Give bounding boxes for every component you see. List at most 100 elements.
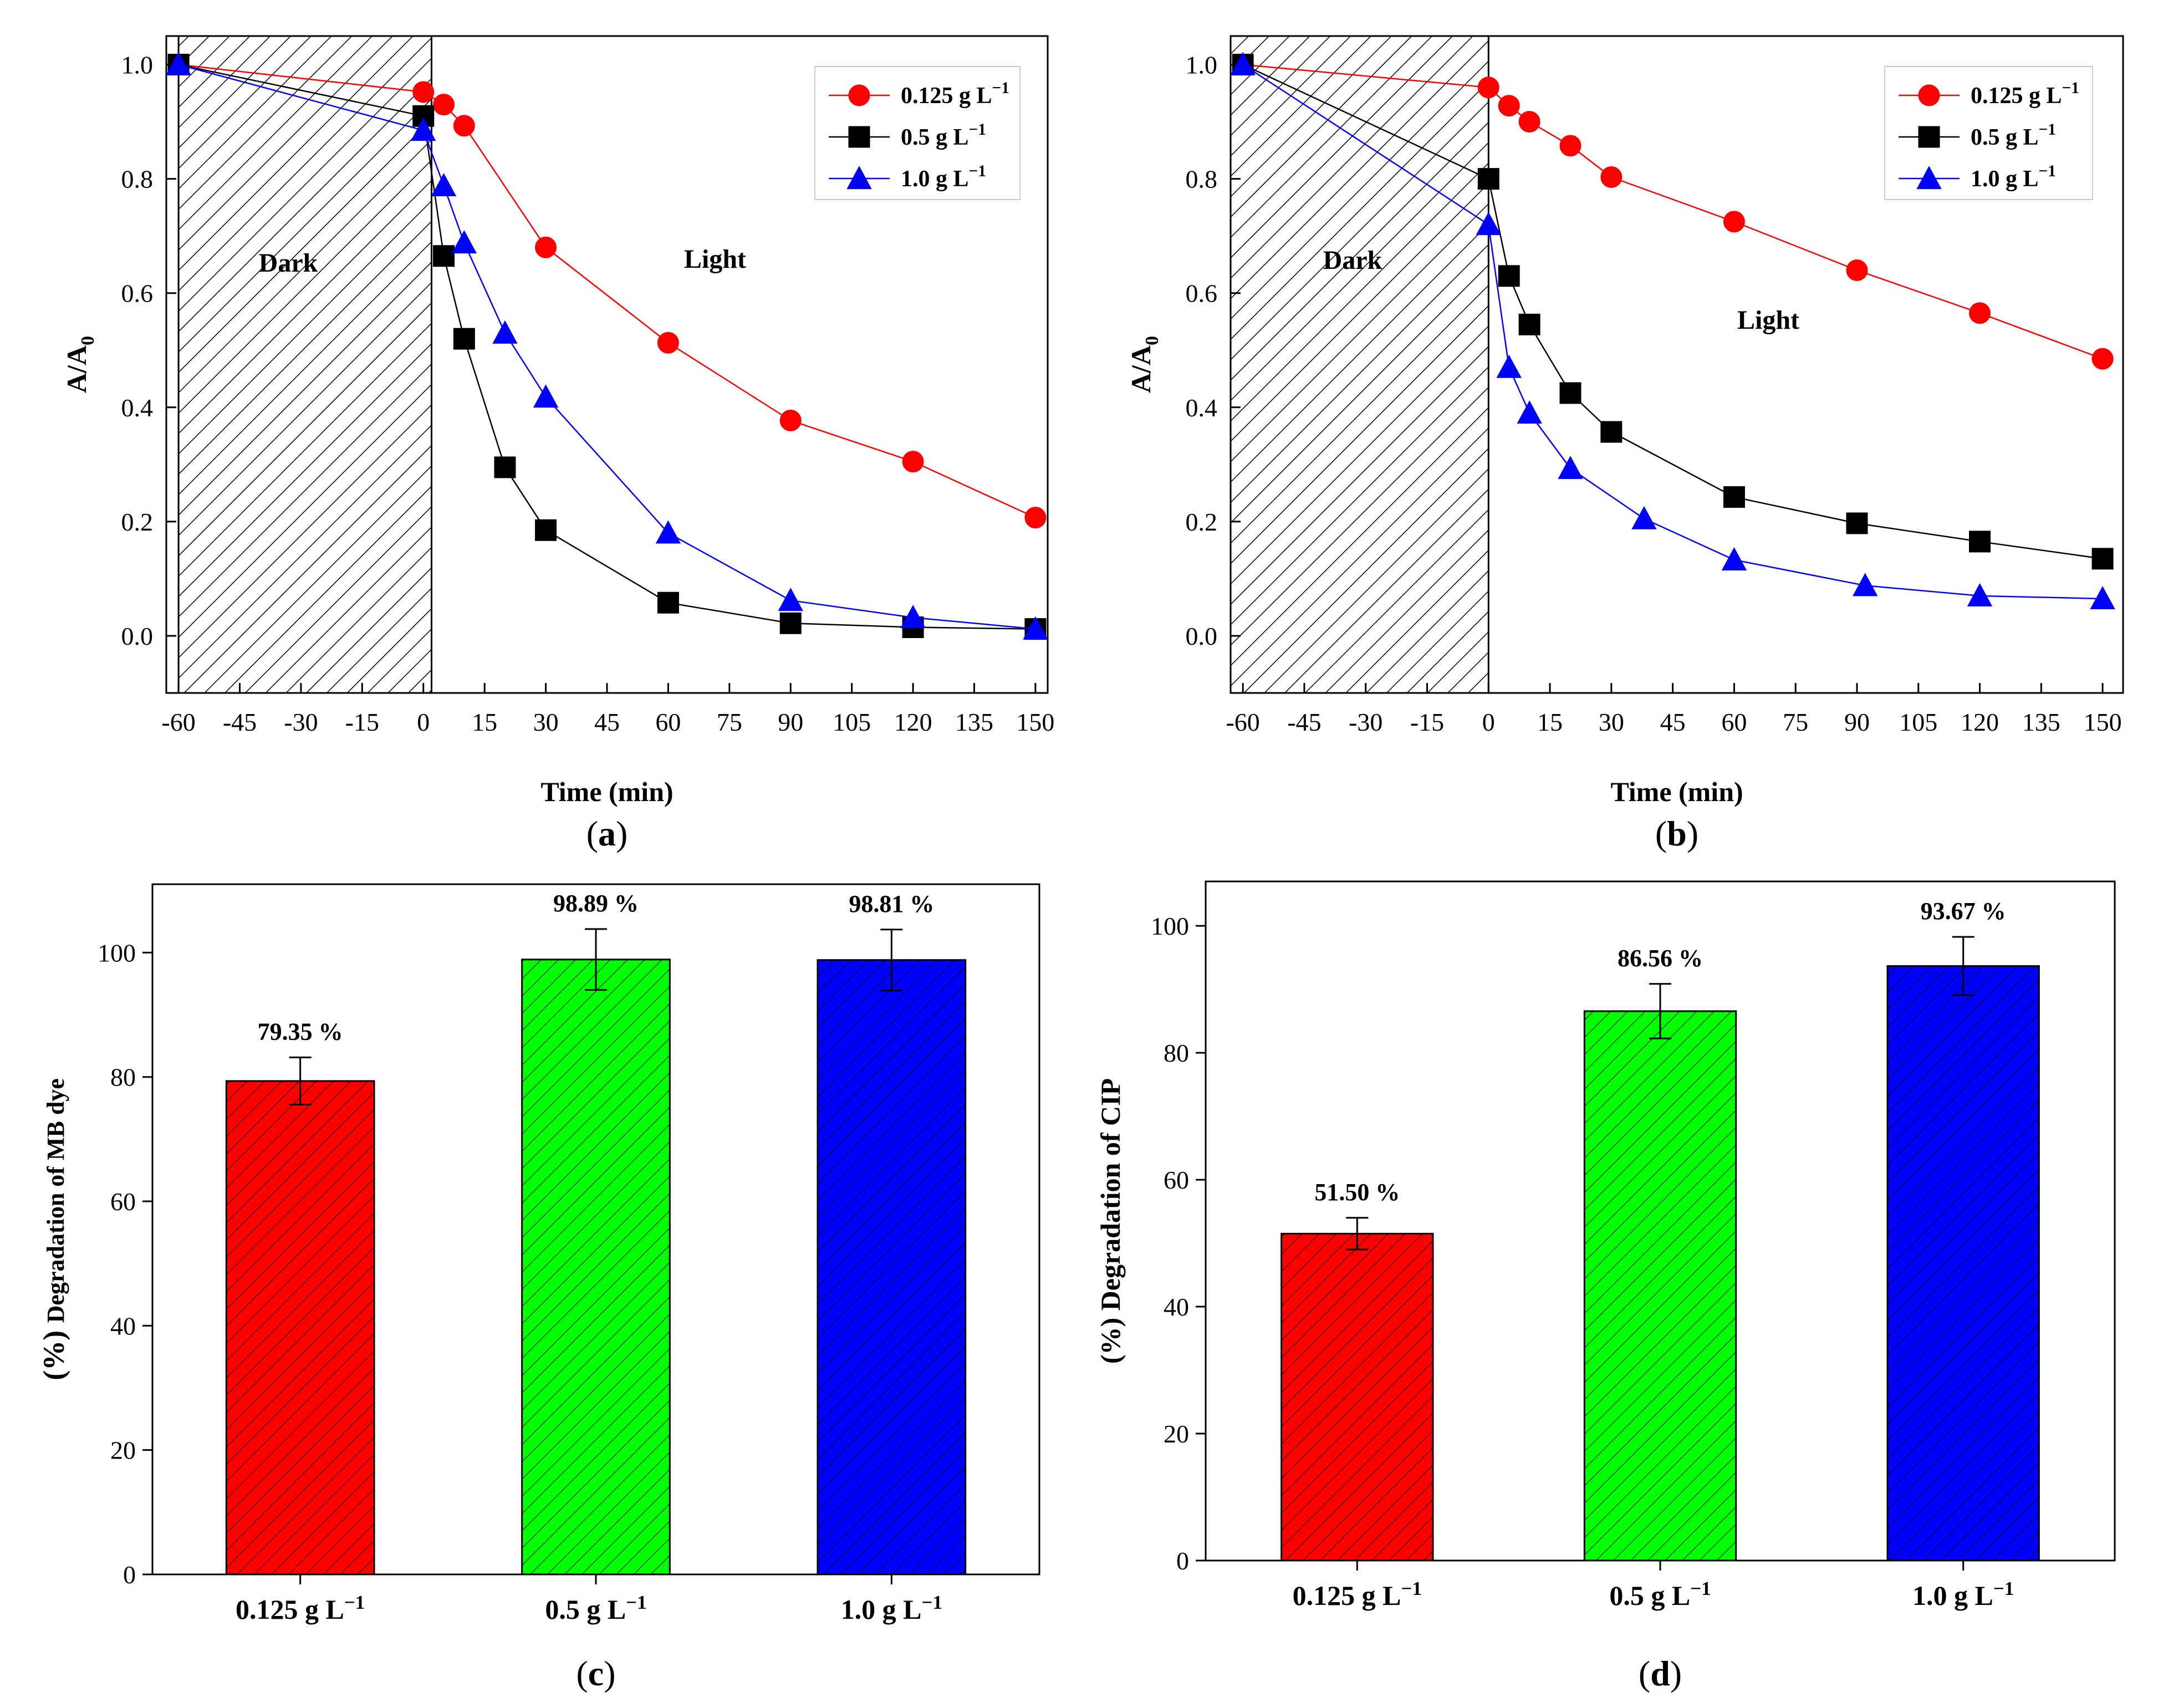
series-line [178, 64, 1035, 630]
ytick-label: 100 [1151, 912, 1189, 940]
data-point [1518, 111, 1540, 133]
legend-label-sup: −1 [2039, 121, 2056, 139]
ytick-label: 0.6 [121, 279, 154, 308]
legend-marker [1918, 126, 1940, 148]
xtick-label: 90 [778, 708, 803, 736]
xtick-label: 60 [1721, 708, 1747, 736]
data-point [2091, 548, 2114, 570]
panel-label-a: (a) [586, 814, 628, 853]
dark-region-a [177, 35, 432, 694]
data-point [1230, 52, 1256, 75]
xtick-label-sup: −1 [1993, 1578, 2014, 1599]
data-point [1559, 135, 1581, 157]
xtick-label: -30 [1349, 708, 1382, 736]
series-1 [1232, 54, 2114, 570]
xtick-label: -45 [223, 708, 257, 736]
xtick-label: 0 [417, 708, 430, 736]
legend-label-sup: −1 [2039, 162, 2056, 180]
xtick-label: -60 [1226, 708, 1259, 736]
light-label: Light [1737, 305, 1799, 335]
data-point [431, 173, 457, 197]
legend-label-base: 0.125 g L [1971, 83, 2062, 109]
data-point [1723, 211, 1745, 233]
ytick-label: 100 [98, 939, 136, 967]
data-label: 86.56 % [1618, 945, 1703, 972]
xtick-label-sup: −1 [1690, 1578, 1711, 1599]
xtick-label: 0.5 g L−1 [1609, 1578, 1711, 1611]
data-point [1023, 616, 1048, 640]
xtick-label: 135 [955, 708, 993, 736]
legend-label: 1.0 g L−1 [1971, 162, 2056, 192]
ytick-label: 1.0 [121, 51, 154, 79]
data-point [1498, 95, 1520, 117]
legend-label: 0.125 g L−1 [901, 79, 1009, 109]
ytick-label: 1.0 [1186, 51, 1218, 79]
ytick-label: 80 [110, 1063, 136, 1092]
legend-label-base: 0.5 g L [1971, 125, 2039, 150]
legend-label-base: 1.0 g L [1971, 166, 2039, 192]
xtick-label: 90 [1844, 708, 1870, 736]
xtick-label-base: 0.125 g L [236, 1594, 344, 1625]
ytick-label: 40 [1164, 1293, 1189, 1321]
series-line [1243, 64, 2103, 360]
ytick-label: 0.2 [1186, 508, 1218, 536]
legend-label-sup: −1 [969, 121, 986, 139]
data-point [1969, 302, 1991, 324]
legend-label: 1.0 g L−1 [901, 162, 986, 192]
xtick-label: 0.5 g L−1 [545, 1592, 646, 1625]
ytick-label: 0 [1176, 1547, 1189, 1575]
y-axis-label-text: Degradation of MB dye [42, 1078, 69, 1323]
data-point [1846, 512, 1868, 534]
series-0 [1232, 54, 2114, 370]
xtick-label-sup: −1 [626, 1592, 646, 1613]
y-axis-label: (%) Degradation of MB dye [37, 1078, 70, 1380]
panel-paren-close: ) [1670, 1654, 1682, 1693]
legend-label-base: 0.125 g L [901, 83, 992, 109]
legend-label-sup: −1 [969, 162, 986, 180]
series-2 [1230, 52, 2115, 610]
xtick-label: 75 [717, 708, 742, 736]
y-axis-label-prefix: (%) [37, 1323, 70, 1380]
xtick-label: 135 [2022, 708, 2060, 736]
data-point [1721, 547, 1747, 570]
xtick-label: 30 [1599, 708, 1624, 736]
data-point [1496, 354, 1522, 378]
data-point [779, 409, 802, 431]
legend-label: 0.5 g L−1 [901, 121, 986, 150]
legend-marker [848, 84, 870, 106]
data-point [451, 230, 477, 254]
data-label: 51.50 % [1314, 1179, 1400, 1206]
ytick-label: 0 [123, 1561, 136, 1589]
legend-a: 0.125 g L−10.5 g L−11.0 g L−1 [814, 66, 1021, 200]
panel-paren-open: ( [1639, 1654, 1650, 1693]
y-axis-label: A/A0 [1125, 336, 1162, 393]
ytick-label: 0.4 [121, 394, 154, 422]
xtick-label: 0.125 g L−1 [236, 1592, 365, 1625]
dark-region-b [1230, 35, 1489, 694]
legend-label: 0.125 g L−1 [1971, 79, 2079, 109]
xtick-label: 150 [1016, 708, 1054, 736]
ytick-label: 0.8 [121, 165, 154, 193]
y-axis-label-base: A/A [61, 345, 92, 393]
panel-paren-close: ) [616, 814, 627, 853]
data-point [657, 592, 679, 614]
plot-frame-b [1230, 35, 2124, 694]
y-axis-label-sub: 0 [78, 336, 98, 345]
dark-label: Dark [259, 248, 318, 278]
ytick-label: 20 [110, 1436, 136, 1465]
panel-paren-open: ( [576, 1654, 588, 1693]
data-point [1853, 573, 1878, 596]
data-point [433, 94, 455, 116]
xtick-label: 0 [1482, 708, 1495, 736]
data-label: 79.35 % [258, 1018, 343, 1045]
data-point [453, 328, 475, 350]
xtick-label-base: 1.0 g L [1912, 1580, 1993, 1611]
panel-label-d: (d) [1639, 1654, 1682, 1693]
data-point [902, 451, 924, 473]
data-point [657, 332, 679, 354]
light-label: Light [684, 244, 746, 274]
ytick-label: 0.6 [1186, 279, 1218, 308]
x-axis-label: Time (min) [540, 776, 673, 807]
